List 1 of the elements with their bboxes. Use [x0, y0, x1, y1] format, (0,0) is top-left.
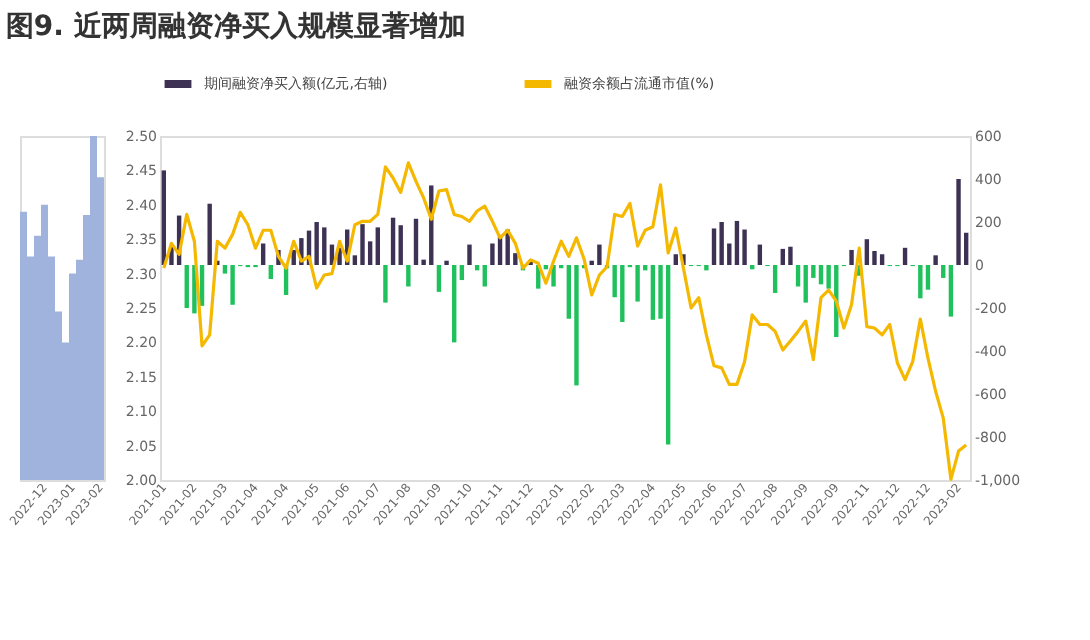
chart-title: 图9. 近两周融资净买入规模显著增加	[5, 9, 466, 43]
